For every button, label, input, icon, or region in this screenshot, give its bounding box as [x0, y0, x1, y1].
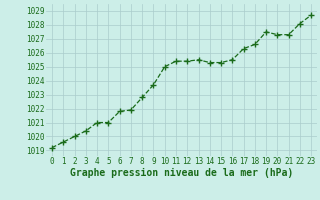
X-axis label: Graphe pression niveau de la mer (hPa): Graphe pression niveau de la mer (hPa) — [70, 168, 293, 178]
